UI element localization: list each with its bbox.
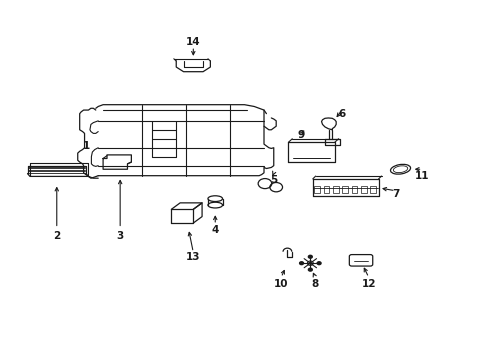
Text: 13: 13 <box>185 252 200 262</box>
Text: 3: 3 <box>116 231 123 240</box>
Text: 9: 9 <box>296 130 304 140</box>
Text: 6: 6 <box>338 109 345 119</box>
Text: 2: 2 <box>53 231 61 240</box>
Bar <box>351 186 357 193</box>
Circle shape <box>299 262 303 265</box>
Text: 8: 8 <box>311 279 318 289</box>
Ellipse shape <box>390 164 410 174</box>
Text: 14: 14 <box>185 37 200 47</box>
Circle shape <box>308 255 312 258</box>
Bar <box>360 186 366 193</box>
Text: 11: 11 <box>414 171 429 181</box>
FancyBboxPatch shape <box>348 255 372 266</box>
Text: 7: 7 <box>391 189 399 199</box>
Ellipse shape <box>392 166 407 173</box>
Circle shape <box>308 268 312 271</box>
Bar <box>332 186 338 193</box>
Bar <box>323 186 329 193</box>
Text: 5: 5 <box>269 175 277 185</box>
Text: 1: 1 <box>82 141 89 151</box>
Text: 10: 10 <box>273 279 288 289</box>
Text: 12: 12 <box>361 279 375 289</box>
Circle shape <box>317 262 321 265</box>
Bar <box>369 186 375 193</box>
Ellipse shape <box>207 202 222 208</box>
Ellipse shape <box>207 196 222 202</box>
Bar <box>314 186 320 193</box>
Text: 4: 4 <box>211 225 219 235</box>
Bar <box>342 186 347 193</box>
